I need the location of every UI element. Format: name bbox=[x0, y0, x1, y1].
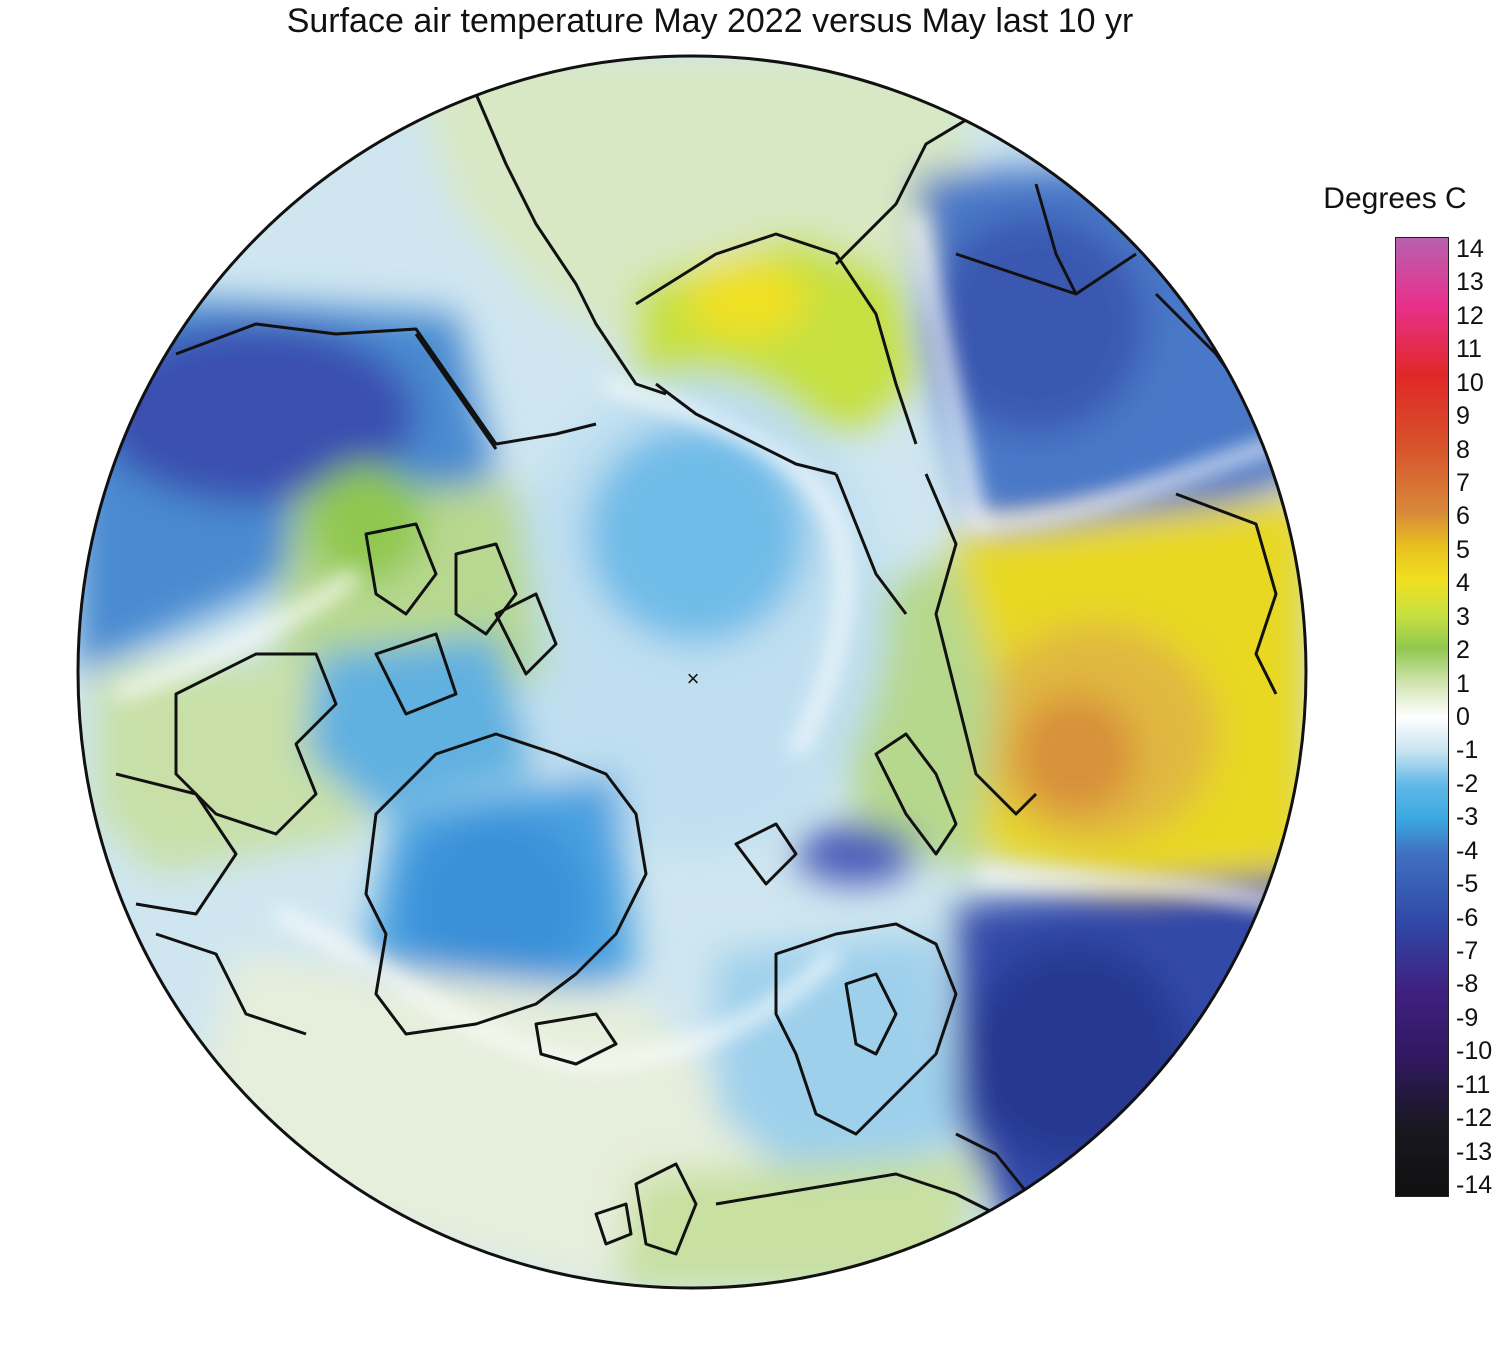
legend-tick-label: -13 bbox=[1456, 1137, 1493, 1166]
legend-tick-label: -10 bbox=[1456, 1037, 1493, 1066]
color-scale-ticks: 14 13 12 11 10 9 8 7 6 5 4 3 2 1 0 -1 -2 -3 -4 -5 -6 -7 -8 -9 -1… bbox=[1452, 235, 1500, 1199]
legend-tick-label: -9 bbox=[1456, 1003, 1479, 1032]
legend-tick-label: -8 bbox=[1456, 970, 1479, 999]
legend-tick-label: -1 bbox=[1456, 736, 1479, 765]
map-title: Surface air temperature May 2022 versus … bbox=[286, 2, 1134, 40]
legend-tick-label: 10 bbox=[1456, 368, 1484, 397]
legend-tick-label: 14 bbox=[1456, 235, 1484, 263]
legend-tick-label: 9 bbox=[1456, 402, 1470, 431]
legend-tick-label: 5 bbox=[1456, 535, 1470, 564]
legend-tick-label: -7 bbox=[1456, 937, 1479, 965]
color-scale-bar bbox=[1395, 237, 1449, 1197]
legend-tick-label: 2 bbox=[1456, 636, 1470, 665]
legend-tick-label: 8 bbox=[1456, 435, 1470, 464]
legend-tick-label: -11 bbox=[1456, 1070, 1491, 1099]
polar-temperature-map: × bbox=[76, 54, 1308, 1290]
legend-tick-label: 4 bbox=[1456, 569, 1470, 598]
legend-tick-label: -3 bbox=[1456, 803, 1479, 832]
legend-tick-label: -12 bbox=[1456, 1104, 1493, 1133]
legend-tick-label: 11 bbox=[1456, 335, 1482, 364]
legend-tick-label: -5 bbox=[1456, 870, 1479, 899]
legend-tick-label: -2 bbox=[1456, 769, 1479, 798]
legend-tick-label: 6 bbox=[1456, 502, 1470, 531]
legend-tick-label: -4 bbox=[1456, 836, 1479, 865]
legend-tick-label: 12 bbox=[1456, 301, 1484, 330]
legend-tick-label: 1 bbox=[1456, 669, 1470, 698]
legend-tick-label: -6 bbox=[1456, 903, 1479, 932]
legend-tick-label: 3 bbox=[1456, 602, 1470, 631]
legend-tick-label: 13 bbox=[1456, 268, 1484, 297]
legend-tick-label: -14 bbox=[1456, 1171, 1493, 1199]
legend-title: Degrees C bbox=[1323, 182, 1467, 215]
north-pole-marker: × bbox=[687, 666, 700, 691]
legend-tick-label: 0 bbox=[1456, 703, 1470, 731]
legend-tick-label: 7 bbox=[1456, 469, 1470, 497]
